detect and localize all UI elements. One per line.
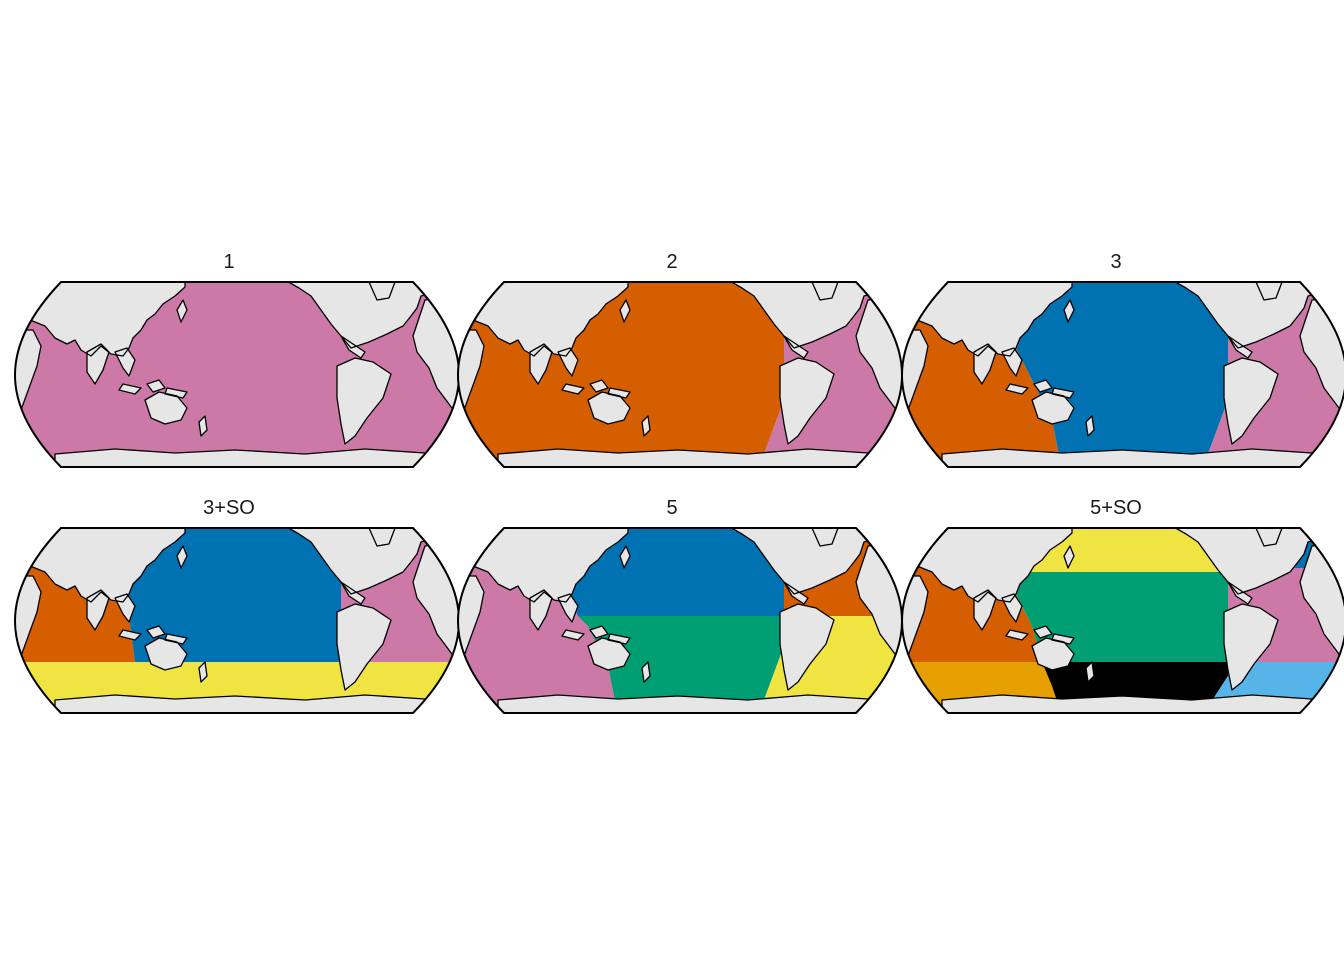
panel-title-2: 2 xyxy=(666,251,677,273)
region-north-pacific xyxy=(558,528,784,616)
panel-title-3-so: 3+SO xyxy=(203,497,255,519)
panel-title-1: 1 xyxy=(223,251,234,273)
map-frame xyxy=(456,281,904,468)
map-frame xyxy=(13,527,461,714)
map-panel-5-so: 5+SO xyxy=(900,497,1344,714)
map-frame xyxy=(900,527,1344,714)
map-panel-1: 1 xyxy=(13,251,461,468)
map-frame xyxy=(900,281,1344,468)
region-south-pacific xyxy=(578,616,784,713)
panel-title-5: 5 xyxy=(666,497,677,519)
map-panel-2: 2 xyxy=(456,251,904,468)
map-frame xyxy=(13,281,461,468)
map-panel-3-so: 3+SO xyxy=(13,497,461,714)
panel-title-5-so: 5+SO xyxy=(1090,497,1142,519)
map-panel-3: 3 xyxy=(900,251,1344,468)
map-panel-5: 5 xyxy=(456,497,904,714)
region-pacific xyxy=(115,528,341,662)
panel-title-3: 3 xyxy=(1110,251,1121,273)
map-frame xyxy=(456,527,904,714)
